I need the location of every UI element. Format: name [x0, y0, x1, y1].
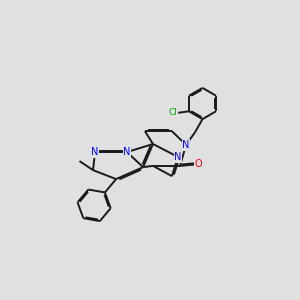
Text: O: O [194, 159, 202, 170]
Text: N: N [174, 152, 182, 162]
Text: N: N [92, 147, 99, 157]
Text: Cl: Cl [168, 108, 177, 117]
Text: N: N [123, 147, 130, 157]
Text: N: N [182, 140, 190, 150]
